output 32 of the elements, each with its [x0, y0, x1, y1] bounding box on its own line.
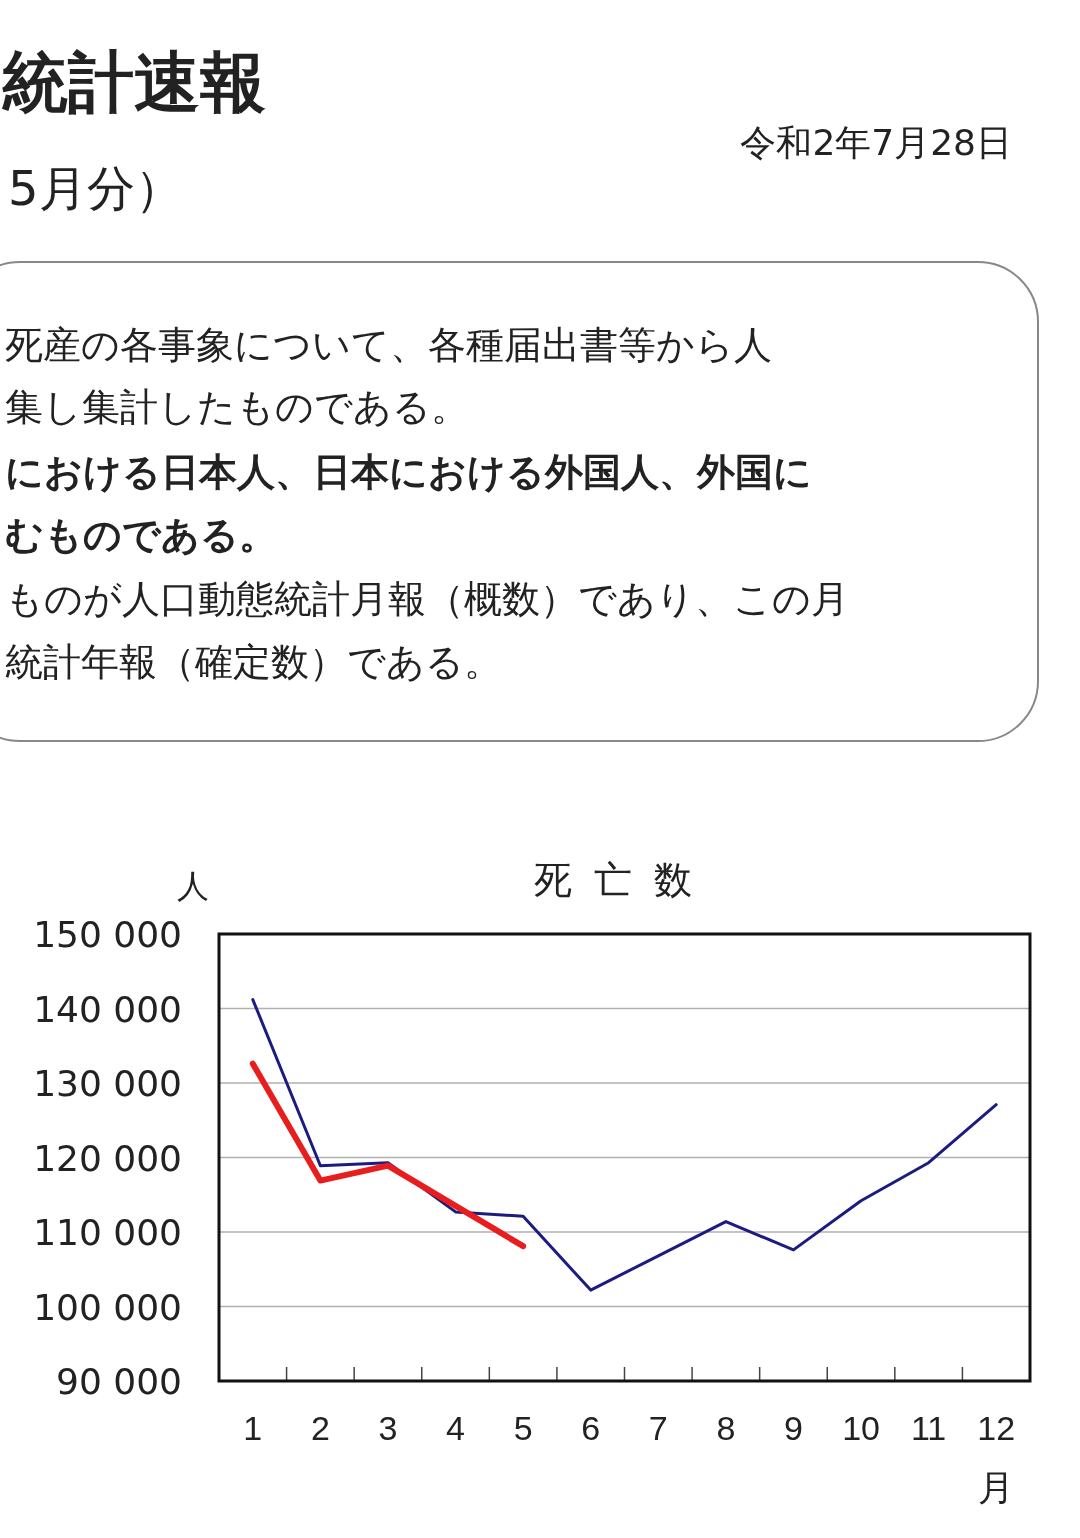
text: ものが人口動態統計月報（概数）であり、この月: [5, 577, 849, 621]
x-tick-label: 7: [648, 1409, 668, 1447]
x-tick-label: 9: [784, 1409, 803, 1447]
text: むものである。: [5, 513, 277, 557]
y-tick-label: 110 000: [33, 1212, 182, 1253]
y-tick-label: 150 000: [33, 914, 182, 955]
y-tick-label: 140 000: [33, 988, 182, 1030]
x-tick-label: 10: [842, 1409, 880, 1447]
x-tick-label: 3: [378, 1409, 398, 1447]
y-tick-label: 120 000: [33, 1137, 182, 1179]
text: 統計年報（確定数）である。: [5, 640, 502, 684]
y-tick-label: 130 000: [33, 1063, 182, 1104]
x-tick-label: 8: [716, 1409, 736, 1447]
line-series: [251, 998, 998, 1292]
x-tick-label: 12: [977, 1409, 1016, 1447]
text: 令和2年7月28日: [740, 122, 1012, 163]
y-tick-label: 100 000: [33, 1286, 182, 1328]
x-axis-title: 月: [978, 1467, 1015, 1508]
x-tick-label: 5: [513, 1409, 533, 1447]
x-tick-label: 4: [446, 1409, 465, 1447]
chart-title: 死亡数: [534, 858, 714, 902]
x-tick-label: 6: [581, 1409, 601, 1447]
text: 集し集計したものである。: [5, 385, 469, 429]
y-axis-title: 人: [177, 867, 209, 905]
text: 死産の各事象について、各種届出書等から人: [5, 323, 772, 367]
x-tick-label: 2: [310, 1409, 330, 1447]
x-tick-label: 1: [243, 1409, 263, 1447]
x-tick-label: 11: [910, 1409, 947, 1447]
text: における日本人、日本における外国人、外国に: [5, 450, 812, 494]
text: 5月分）: [8, 160, 183, 216]
text: 統計速報: [1, 44, 266, 121]
y-tick-label: 90 000: [56, 1361, 182, 1402]
